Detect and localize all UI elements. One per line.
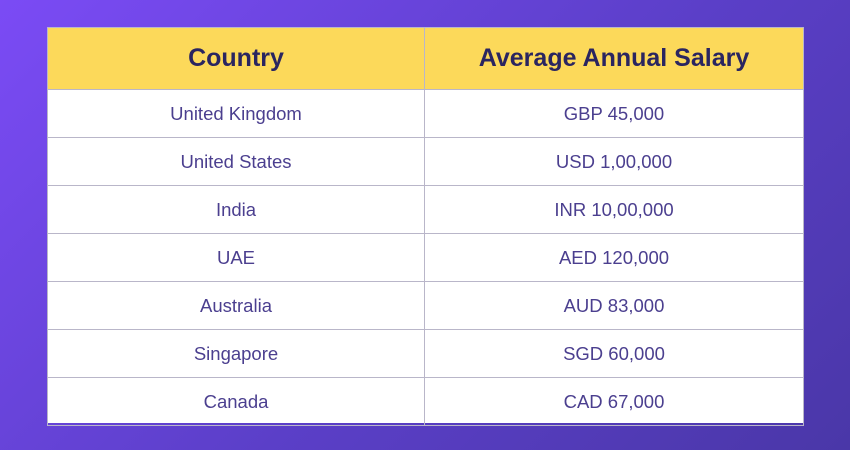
- salary-cell: AED 120,000: [424, 233, 804, 282]
- salary-cell: USD 1,00,000: [424, 137, 804, 186]
- country-cell: Singapore: [47, 329, 425, 378]
- salary-table: Country Average Annual Salary United Kin…: [47, 27, 804, 426]
- header-average-annual-salary: Average Annual Salary: [424, 27, 804, 90]
- table-header-row: Country Average Annual Salary: [47, 27, 804, 90]
- salary-table-card: Country Average Annual Salary United Kin…: [47, 27, 804, 426]
- salary-cell: GBP 45,000: [424, 89, 804, 138]
- country-cell: United States: [47, 137, 425, 186]
- country-cell: Australia: [47, 281, 425, 330]
- table-row: India INR 10,00,000: [47, 185, 804, 234]
- country-cell: Canada: [47, 377, 425, 426]
- salary-cell: CAD 67,000: [424, 377, 804, 426]
- salary-cell: INR 10,00,000: [424, 185, 804, 234]
- table-row: Canada CAD 67,000: [47, 377, 804, 426]
- table-row: United States USD 1,00,000: [47, 137, 804, 186]
- header-country: Country: [47, 27, 425, 90]
- table-row: Singapore SGD 60,000: [47, 329, 804, 378]
- salary-cell: SGD 60,000: [424, 329, 804, 378]
- country-cell: UAE: [47, 233, 425, 282]
- table-row: United Kingdom GBP 45,000: [47, 89, 804, 138]
- table-row: UAE AED 120,000: [47, 233, 804, 282]
- country-cell: United Kingdom: [47, 89, 425, 138]
- country-cell: India: [47, 185, 425, 234]
- table-row: Australia AUD 83,000: [47, 281, 804, 330]
- salary-cell: AUD 83,000: [424, 281, 804, 330]
